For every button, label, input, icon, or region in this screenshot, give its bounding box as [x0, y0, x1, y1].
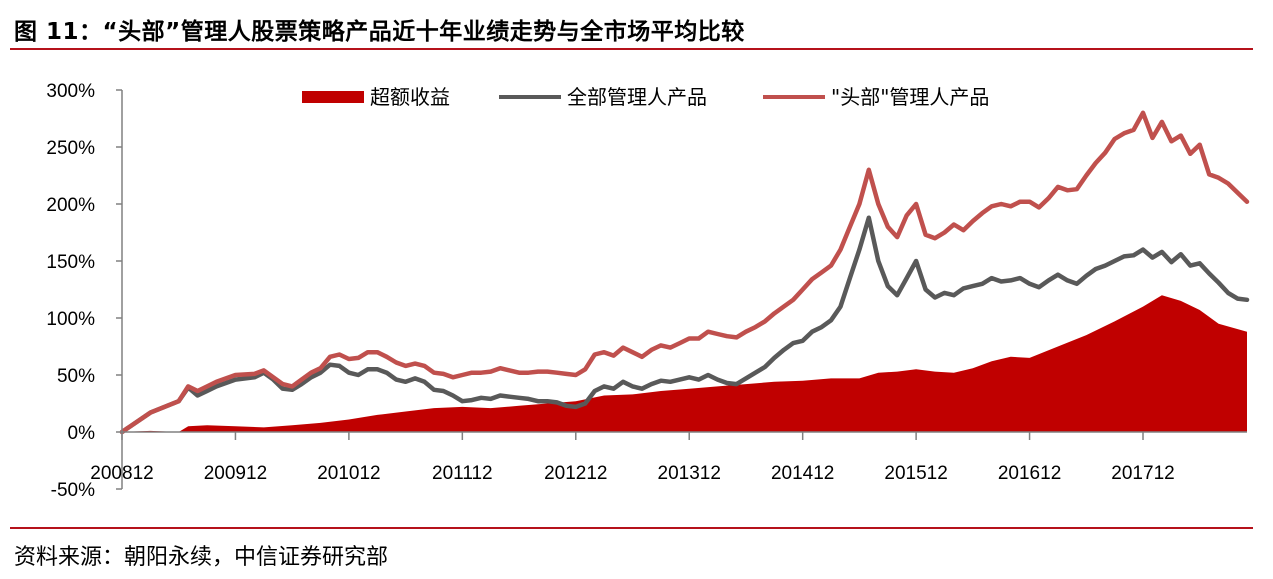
source-divider [10, 527, 1253, 529]
legend-label: "头部"管理人产品 [831, 85, 989, 109]
x-tick-label: 201712 [1111, 463, 1174, 484]
y-tick-label: -50% [51, 480, 95, 501]
x-tick-label: 201512 [884, 463, 947, 484]
y-tick-label: 0% [68, 423, 96, 444]
x-tick-label: 201012 [317, 463, 380, 484]
figure-title: 图 11：“头部”管理人股票策略产品近十年业绩走势与全市场平均比较 [14, 19, 745, 45]
x-tick-label: 201612 [998, 463, 1061, 484]
y-tick-label: 50% [57, 366, 95, 387]
series-area-excess-return [122, 295, 1247, 432]
x-tick-label: 201412 [771, 463, 834, 484]
x-tick-label: 200912 [204, 463, 267, 484]
legend-swatch-excess-return [302, 91, 364, 103]
series-line-all-managers [119, 215, 1250, 435]
y-tick-label: 100% [46, 309, 95, 330]
legend-label: 全部管理人产品 [567, 85, 707, 109]
x-tick-label: 201212 [544, 463, 607, 484]
series-line-top-managers [119, 110, 1250, 435]
y-tick-label: 150% [46, 252, 95, 273]
x-tick-label: 201312 [658, 463, 721, 484]
legend-label: 超额收益 [370, 85, 450, 109]
x-tick-label: 201112 [432, 463, 493, 484]
y-tick-label: 300% [46, 81, 95, 102]
source-note: 资料来源：朝阳永续，中信证券研究部 [14, 545, 389, 570]
title-divider [10, 48, 1253, 50]
x-tick-label: 200812 [90, 463, 153, 484]
performance-chart: -50% 0% 50% 100% 150% 200% 250% 300% 200812 20091… [46, 81, 1250, 501]
y-tick-label: 250% [46, 138, 95, 159]
y-tick-label: 200% [46, 195, 95, 216]
